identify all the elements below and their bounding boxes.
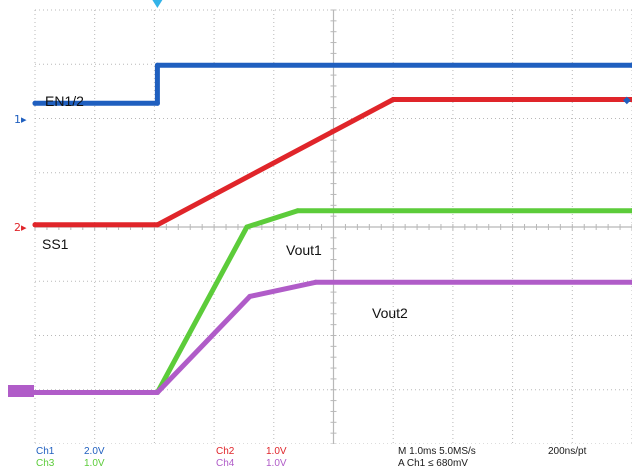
- resolution: 200ns/pt: [548, 446, 586, 457]
- ch4-ground-marker: [8, 385, 34, 397]
- ch2-marker-label: 2: [14, 221, 21, 234]
- ch3-scale: 1.0V: [84, 458, 105, 469]
- label-vout2: Vout2: [372, 305, 408, 321]
- trace-point: [33, 222, 38, 227]
- status-bar: Ch1 2.0V Ch3 1.0V Ch2 1.0V Ch4 1.0V M 1.…: [0, 444, 632, 469]
- trace-point: [244, 225, 249, 230]
- ch1-offscreen-arrow-icon: ◆: [623, 95, 631, 106]
- ch4-scale: 1.0V: [266, 458, 287, 469]
- trace-point: [155, 101, 160, 106]
- trigger-setting: A Ch1 ≤ 680mV: [398, 458, 468, 469]
- ch2-ground-marker: 2▸: [14, 222, 27, 233]
- timebase: M 1.0ms 5.0MS/s: [398, 446, 476, 457]
- ch3-name: Ch3: [36, 458, 54, 469]
- trace-point: [155, 390, 160, 395]
- trace-point: [155, 63, 160, 68]
- trace-point: [247, 294, 252, 299]
- ch2-scale: 1.0V: [266, 446, 287, 457]
- ch2-name: Ch2: [216, 446, 234, 457]
- trace-point: [33, 101, 38, 106]
- trace-point: [155, 222, 160, 227]
- trace-point: [391, 97, 396, 102]
- ch1-marker-label: 1: [14, 113, 21, 126]
- trace-point: [313, 280, 318, 285]
- ch1-name: Ch1: [36, 446, 54, 457]
- label-ss: SS1: [42, 236, 68, 252]
- label-vout1: Vout1: [286, 242, 322, 258]
- trace-point: [295, 208, 300, 213]
- ch1-scale: 2.0V: [84, 446, 105, 457]
- ch1-ground-marker: 1▸: [14, 114, 27, 125]
- ch2-arrow-icon: ▸: [21, 221, 27, 234]
- label-en: EN1/2: [45, 93, 84, 109]
- ch4-name: Ch4: [216, 458, 234, 469]
- ch1-arrow-icon: ▸: [21, 113, 27, 126]
